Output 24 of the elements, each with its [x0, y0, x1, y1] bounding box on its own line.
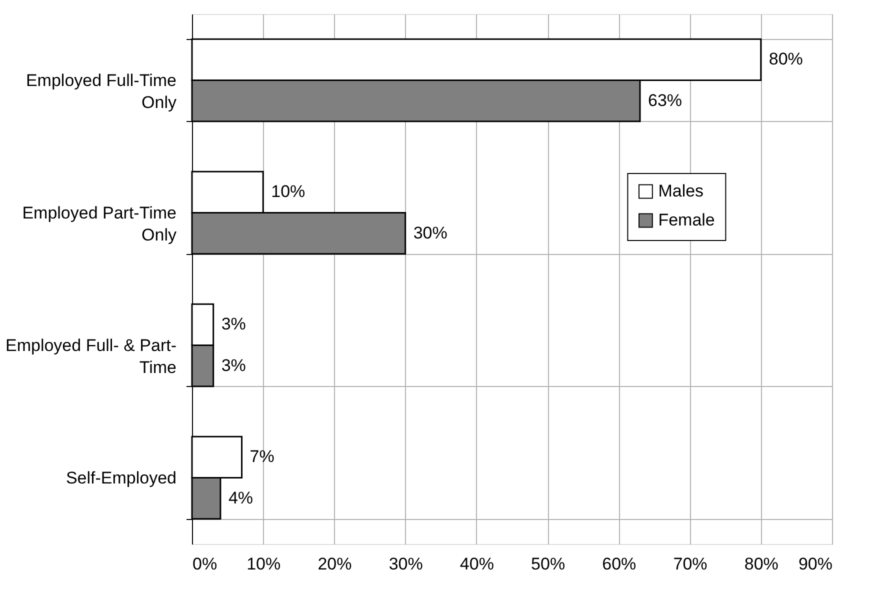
y-tick-label: Employed Full-Time Only [26, 70, 177, 112]
data-label: 63% [648, 90, 682, 110]
x-tick-label: 30% [388, 554, 423, 574]
x-tick-label: 10% [246, 554, 281, 574]
data-label: 4% [228, 488, 254, 508]
data-label: 3% [221, 314, 246, 334]
data-label: 7% [250, 447, 274, 466]
data-label: 80% [768, 50, 803, 69]
y-tick-label: Employed Full- & Part-Time [6, 336, 176, 377]
x-tick-label: 70% [673, 554, 708, 574]
y-tick-label: Self-Employed [66, 468, 176, 488]
x-tick-label: 90% [798, 554, 832, 574]
x-tick-label: 80% [744, 554, 778, 574]
data-label: 30% [413, 223, 448, 242]
x-tick-label: 50% [531, 554, 566, 574]
x-tick-label: 0% [192, 554, 218, 574]
y-tick-label: Employed Part-Time Only [22, 203, 177, 244]
data-label: 3% [221, 356, 246, 375]
data-label: 10% [271, 182, 306, 202]
x-tick-label: 60% [602, 554, 636, 574]
legend-label: Males [658, 182, 704, 200]
x-tick-label: 20% [318, 554, 352, 574]
legend-label: Female [658, 210, 715, 230]
x-tick-label: 40% [460, 554, 494, 574]
